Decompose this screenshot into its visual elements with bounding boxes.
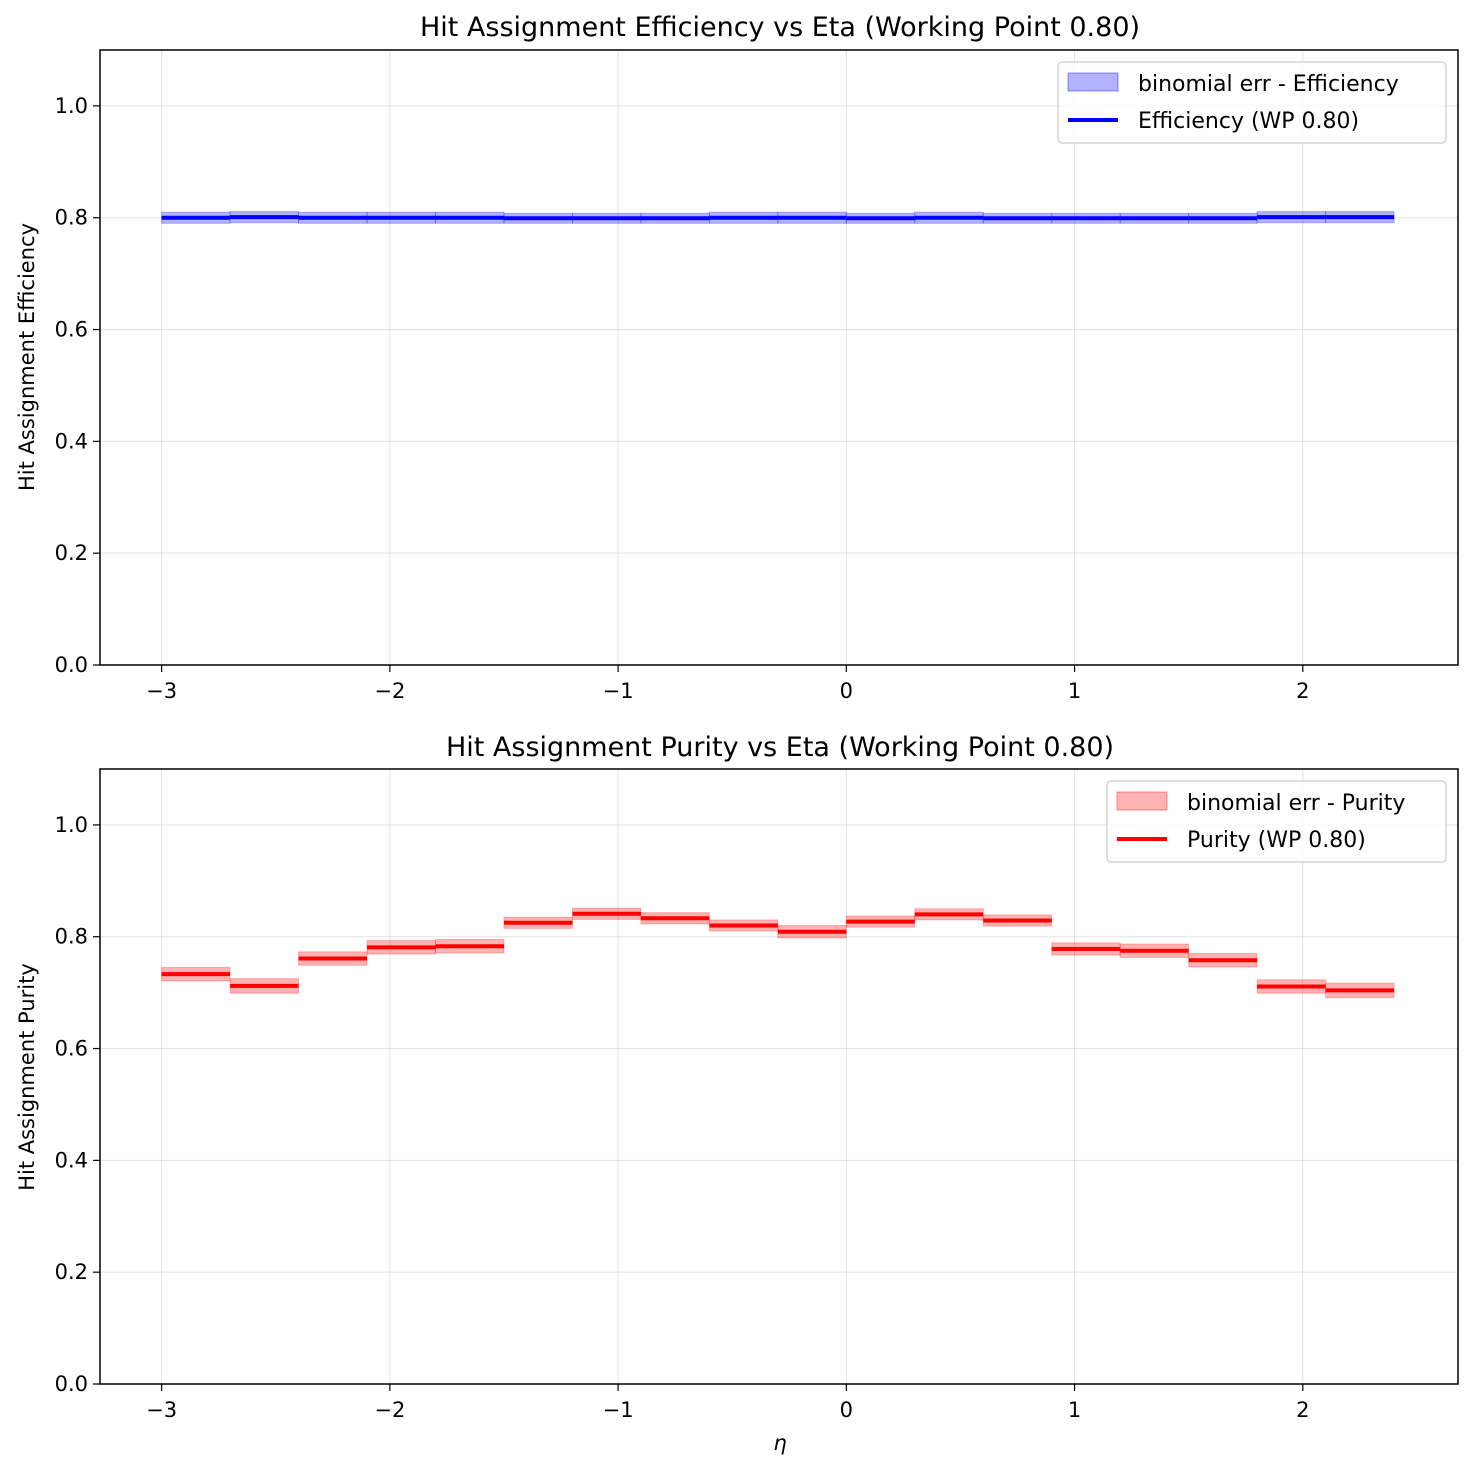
purity-legend-line-label: Purity (WP 0.80) [1187,828,1366,853]
purity-x-tick-label: 0 [840,1398,853,1422]
efficiency-step-lines [161,215,1395,221]
purity-y-tick-label: 0.4 [55,1148,88,1172]
efficiency-legend-box [1057,61,1447,144]
efficiency-chart-title: Hit Assignment Efficiency vs Eta (Workin… [420,12,1140,43]
purity-x-tick-label: −1 [603,1398,634,1422]
purity-legend-band-label: binomial err - Purity [1187,791,1405,816]
efficiency-y-tick-label: 0.4 [55,429,88,453]
efficiency-legend-band-label: binomial err - Efficiency [1138,72,1399,97]
purity-legend-band-swatch [1116,791,1168,811]
purity-y-tick-label: 0.6 [55,1037,88,1061]
efficiency-plot-frame [99,49,1459,666]
efficiency-y-tick-label: 0.0 [55,653,88,677]
purity-x-tick-label: 1 [1068,1398,1081,1422]
efficiency-x-tick-label: −3 [146,679,177,703]
purity-x-tick-label: −2 [374,1398,405,1422]
purity-y-tick-label: 0.8 [55,925,88,949]
efficiency-y-tick-label: 0.8 [55,206,88,230]
efficiency-legend-band-swatch [1067,72,1119,92]
purity-chart-panel: Hit Assignment Purity vs Eta (Working Po… [15,732,1459,1455]
efficiency-y-tick-label: 0.2 [55,541,88,565]
purity-x-tick-label: −3 [146,1398,177,1422]
purity-step-lines [161,911,1395,993]
purity-plot-frame [99,768,1459,1385]
purity-x-tick-label: 2 [1296,1398,1309,1422]
purity-y-axis-label: Hit Assignment Purity [15,963,39,1191]
purity-legend-box [1106,780,1447,863]
purity-x-axis-label: η [773,1431,786,1455]
efficiency-legend-line-label: Efficiency (WP 0.80) [1138,109,1359,134]
purity-y-axis: 0.0 0.2 0.4 0.6 0.8 1.0 [55,813,100,1396]
efficiency-x-tick-label: 2 [1296,679,1309,703]
efficiency-x-tick-label: 0 [840,679,853,703]
purity-y-tick-label: 1.0 [55,813,88,837]
efficiency-y-axis: 0.0 0.2 0.4 0.6 0.8 1.0 [55,94,100,677]
purity-chart-title: Hit Assignment Purity vs Eta (Working Po… [446,732,1114,763]
purity-y-tick-label: 0.2 [55,1260,88,1284]
purity-y-tick-label: 0.0 [55,1372,88,1396]
efficiency-y-tick-label: 0.6 [55,318,88,342]
purity-x-axis: −3 −2 −1 0 1 2 [146,1384,1309,1422]
efficiency-x-tick-label: −1 [603,679,634,703]
efficiency-x-axis: −3 −2 −1 0 1 2 [146,665,1309,703]
efficiency-chart-panel: Hit Assignment Efficiency vs Eta (Workin… [15,12,1459,703]
efficiency-y-tick-label: 1.0 [55,94,88,118]
efficiency-legend: binomial err - Efficiency Efficiency (WP… [1057,61,1447,144]
efficiency-y-axis-label: Hit Assignment Efficiency [15,223,39,491]
efficiency-x-tick-label: −2 [374,679,405,703]
purity-legend: binomial err - Purity Purity (WP 0.80) [1106,780,1447,863]
efficiency-x-tick-label: 1 [1068,679,1081,703]
